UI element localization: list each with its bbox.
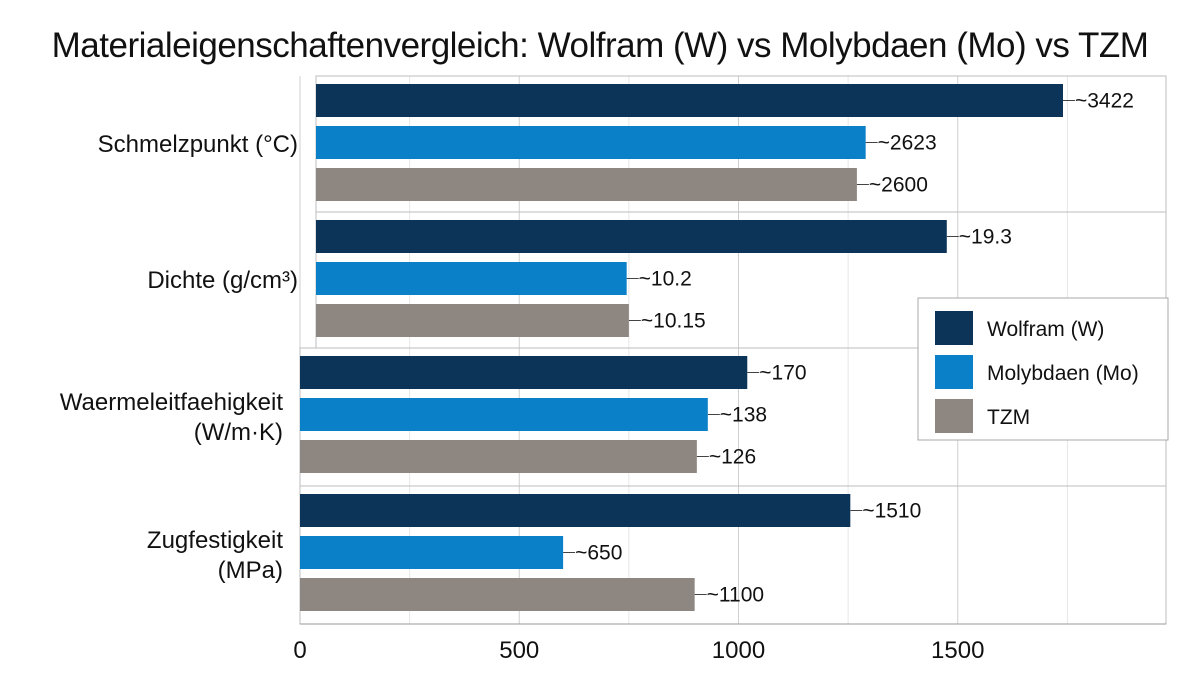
- legend-label: Molybdaen (Mo): [987, 362, 1139, 385]
- category-label: (MPa): [218, 557, 283, 584]
- x-tick-label: 1000: [712, 637, 765, 664]
- bar: [300, 440, 697, 473]
- bar: [316, 220, 947, 253]
- legend-swatch: [935, 311, 973, 345]
- legend: Wolfram (W) Molybdaen (Mo) TZM: [917, 297, 1169, 441]
- data-label: ~650: [575, 542, 622, 565]
- legend-swatch: [935, 355, 973, 389]
- bar: [300, 494, 851, 527]
- category-label: Schmelzpunkt (°C): [98, 131, 298, 158]
- legend-swatch: [935, 399, 973, 433]
- bar: [300, 398, 708, 431]
- data-label: ~19.3: [959, 226, 1012, 249]
- bar: [300, 578, 695, 611]
- category-labels: Schmelzpunkt (°C) Dichte (g/cm³) Waermelei…: [60, 131, 298, 584]
- data-label: ~10.2: [639, 268, 692, 291]
- bar: [316, 304, 629, 337]
- x-tick-label: 500: [499, 637, 539, 664]
- category-label: Waermeleitfaehigkeit: [60, 389, 284, 416]
- data-label: ~1100: [707, 584, 764, 607]
- x-tick-label: 1500: [931, 637, 984, 664]
- legend-label: TZM: [987, 406, 1030, 429]
- bar: [300, 536, 564, 569]
- legend-label: Wolfram (W): [987, 318, 1104, 341]
- category-label: (W/m·K): [194, 419, 283, 446]
- bars: ~3422 ~19.3 ~170 ~1510 ~2623 ~10.2 ~138 ~650 ~26…: [300, 84, 1134, 611]
- data-label: ~2623: [878, 132, 937, 155]
- data-label: ~3422: [1075, 90, 1134, 113]
- data-label: ~1510: [862, 500, 921, 523]
- bar: [316, 84, 1063, 117]
- gridlines: [299, 76, 1068, 624]
- bar: [300, 356, 748, 389]
- bar: [316, 262, 627, 295]
- x-tick-label: 0: [293, 637, 306, 664]
- bar: [316, 168, 857, 201]
- x-tick-labels: 0 500 1000 1500: [293, 637, 984, 664]
- data-label: ~126: [709, 446, 756, 469]
- data-label: ~138: [720, 404, 767, 427]
- category-label: Zugfestigkeit: [147, 527, 283, 554]
- category-label: Dichte (g/cm³): [147, 267, 298, 294]
- data-label: ~170: [759, 362, 806, 385]
- data-label: ~2600: [869, 174, 928, 197]
- chart-title: Materialeigenschaftenvergleich: Wolfram …: [51, 26, 1149, 65]
- data-label: ~10.15: [641, 310, 706, 333]
- bar: [316, 126, 866, 159]
